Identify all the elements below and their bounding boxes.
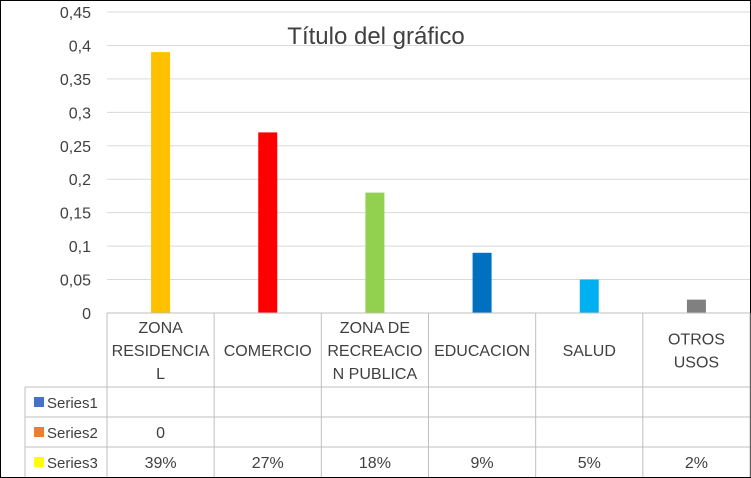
table-cell: 5%	[578, 455, 601, 472]
table-cell: 39%	[145, 455, 177, 472]
y-axis: 0 0,05 0,1 0,15 0,2 0,25 0,3 0,35 0,4 0,45	[60, 5, 91, 323]
category-label: ZONA DE RECREACIO N PUBLICA	[327, 320, 422, 383]
legend-key	[34, 427, 44, 437]
category-label: OTROS USOS	[668, 332, 725, 372]
chart-title: Título del gráfico	[287, 23, 464, 50]
table-cell: 0	[156, 425, 165, 442]
y-tick-label: 0,05	[60, 273, 91, 290]
series-name: Series1	[47, 395, 98, 412]
category-label: EDUCACION	[434, 343, 530, 360]
y-tick-label: 0,45	[60, 5, 91, 22]
table-cell: 27%	[252, 455, 284, 472]
y-tick-label: 0,2	[69, 172, 91, 189]
table-cell: 9%	[471, 455, 494, 472]
bar	[472, 252, 492, 313]
y-tick-label: 0,25	[60, 139, 91, 156]
bar	[686, 299, 706, 313]
bars	[151, 52, 706, 314]
bar	[365, 192, 385, 313]
category-label: SALUD	[563, 343, 616, 360]
series-name: Series3	[47, 455, 98, 472]
y-tick-label: 0,3	[69, 105, 91, 122]
y-tick-label: 0,4	[69, 38, 91, 55]
y-tick-label: 0	[82, 306, 91, 323]
category-label: ZONA RESIDENCIA L	[112, 320, 210, 383]
legend-key	[34, 397, 44, 407]
y-tick-label: 0,1	[69, 239, 91, 256]
series-name: Series2	[47, 425, 98, 442]
y-tick-label: 0,35	[60, 72, 91, 89]
table-cell: 18%	[359, 455, 391, 472]
data-table: ZONA RESIDENCIA L COMERCIO ZONA DE RECREACIO N…	[24, 312, 751, 477]
bar	[579, 279, 599, 313]
legend-key	[34, 457, 44, 467]
category-label: COMERCIO	[224, 343, 312, 360]
bar	[151, 52, 171, 314]
table-cell: 2%	[685, 455, 708, 472]
bar	[258, 132, 278, 313]
y-tick-label: 0,15	[60, 206, 91, 223]
